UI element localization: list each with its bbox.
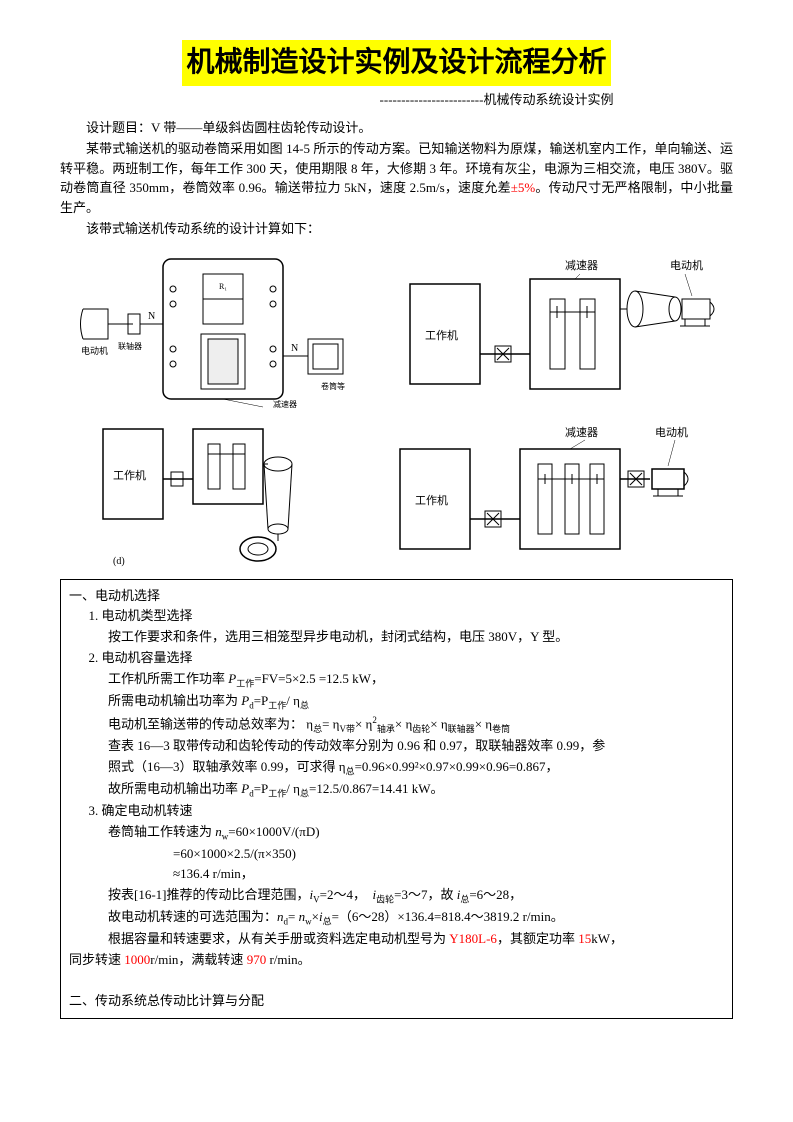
item3-line4: 按表[16-1]推荐的传动比合理范围，iV=2～4， i齿轮=3～7，故 i总=…: [108, 885, 724, 907]
svg-text:工作机: 工作机: [113, 468, 146, 482]
item3-line5: 故电动机转速的可选范围为：nd= nw×i总=（6～28）×136.4=818.…: [108, 907, 724, 929]
item3-line2: =60×1000×2.5/(π×350): [173, 844, 724, 865]
svg-text:工作机: 工作机: [415, 493, 448, 507]
intro-p2: 某带式输送机的驱动卷筒采用如图 14-5 所示的传动方案。已知输送物料为原煤，输…: [60, 139, 733, 217]
svg-text:联轴器: 联轴器: [118, 341, 142, 351]
item2-num: 2.: [89, 650, 99, 665]
item3-line6: 根据容量和转速要求，从有关手册或资料选定电动机型号为 Y180L-6，其额定功率…: [108, 929, 724, 950]
svg-text:工作机: 工作机: [425, 328, 458, 342]
svg-text:N: N: [291, 343, 298, 354]
svg-text:R₁: R₁: [219, 282, 227, 291]
item2-line6: 故所需电动机输出功率 Pd=P工作/ η总=12.5/0.867=14.41 k…: [108, 779, 724, 801]
svg-text:减速器: 减速器: [273, 399, 297, 409]
diagram-row-2: 工作机 (d) 减速器 电动机 工作机: [60, 419, 733, 569]
item3-title: 确定电动机转速: [102, 803, 193, 818]
svg-text:减速器: 减速器: [565, 426, 598, 439]
item3-line3: ≈136.4 r/min，: [173, 864, 724, 885]
item2-title: 电动机容量选择: [102, 650, 193, 665]
item2-line2: 所需电动机输出功率为 Pd=P工作/ η总: [108, 691, 724, 713]
intro-p3: 该带式输送机传动系统的设计计算如下：: [60, 219, 733, 239]
page-title: 机械制造设计实例及设计流程分析: [182, 40, 610, 86]
item3: 3. 确定电动机转速: [89, 801, 725, 822]
title-container: 机械制造设计实例及设计流程分析: [60, 40, 733, 86]
svg-text:电动机: 电动机: [670, 258, 703, 272]
heading-1: 一、电动机选择: [69, 586, 724, 607]
svg-text:卷筒等: 卷筒等: [321, 381, 345, 391]
calc-box: 一、电动机选择 1. 电动机类型选择 按工作要求和条件，选用三相笼型异步电动机，…: [60, 579, 733, 1020]
subtitle: ------------------------机械传动系统设计实例: [260, 90, 733, 110]
svg-text:电动机: 电动机: [81, 345, 108, 356]
item3-num: 3.: [89, 803, 99, 818]
svg-text:N: N: [148, 311, 155, 322]
item1-line1: 按工作要求和条件，选用三相笼型异步电动机，封闭式结构，电压 380V，Y 型。: [108, 627, 724, 648]
svg-text:电动机: 电动机: [655, 425, 688, 439]
heading-2: 二、传动系统总传动比计算与分配: [69, 991, 724, 1012]
intro-p1: 设计题目：V 带——单级斜齿圆柱齿轮传动设计。: [60, 118, 733, 138]
item2-line1: 工作机所需工作功率 P工作=FV=5×2.5 =12.5 kW，: [108, 669, 724, 691]
item3-line7: 同步转速 1000r/min，满载转速 970 r/min。: [69, 950, 724, 971]
svg-text:(d): (d): [113, 556, 125, 567]
diagram-right-2: 减速器 电动机 工作机: [390, 424, 710, 564]
item2-line3: 电动机至输送带的传动总效率为： η总= ηV带× η2轴承× η齿轮× η联轴器…: [108, 713, 724, 736]
item1: 1. 电动机类型选择: [89, 606, 725, 627]
item3-line1: 卷筒轴工作转速为 nw=60×1000V/(πD): [108, 822, 724, 844]
tolerance-red: ±5%: [511, 180, 535, 195]
diagram-right-1: 减速器 电动机 工作机: [400, 254, 720, 404]
svg-text:减速器: 减速器: [565, 259, 598, 272]
item2-line5: 照式（16—3）取轴承效率 0.99，可求得 η总=0.96×0.99²×0.9…: [108, 757, 724, 779]
diagram-left-1: R₁ 电动机 联轴器 N N 卷筒等 减速器: [73, 249, 373, 409]
item1-num: 1.: [89, 608, 99, 623]
item2-line4: 查表 16—3 取带传动和齿轮传动的传动效率分别为 0.96 和 0.97，取联…: [108, 736, 724, 757]
diagram-left-2: 工作机 (d): [83, 419, 343, 569]
item1-title: 电动机类型选择: [102, 608, 193, 623]
item2: 2. 电动机容量选择: [89, 648, 725, 669]
diagram-row-1: R₁ 电动机 联轴器 N N 卷筒等 减速器 减速器 电动机 工作机: [60, 249, 733, 409]
